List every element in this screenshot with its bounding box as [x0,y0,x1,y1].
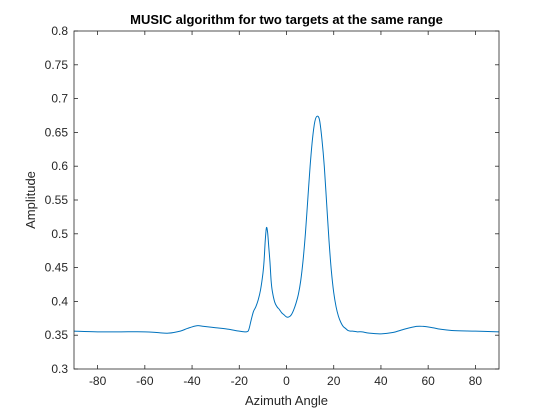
x-tick-label: -80 [89,374,107,388]
y-tick-label: 0.6 [51,159,68,173]
x-axis-label: Azimuth Angle [245,393,328,408]
series-group [73,115,500,335]
y-tick-label: 0.7 [51,92,68,106]
x-tick-label: -40 [183,374,201,388]
series-line [73,115,500,335]
x-tick-label: 80 [469,374,483,388]
y-tick-label: 0.4 [51,294,68,308]
x-tick-label: -20 [231,374,249,388]
tick-group: -80 -60 -40 -20 0 20 40 60 80 0.3 0.35 0.4 0.45 0.5 0.… [45,24,499,388]
x-tick-label: -60 [136,374,154,388]
y-axis-label: Amplitude [23,171,38,229]
y-tick-label: 0.45 [45,261,69,275]
y-tick-label: 0.3 [51,362,68,376]
x-tick-label: 0 [283,374,290,388]
y-tick-label: 0.55 [45,193,69,207]
x-tick-label: 40 [374,374,388,388]
y-tick-label: 0.75 [45,58,69,72]
y-tick-label: 0.35 [45,328,69,342]
y-tick-label: 0.65 [45,125,69,139]
plot-frame [73,30,500,370]
x-tick-label: 60 [421,374,435,388]
y-tick-label: 0.8 [51,24,68,38]
chart-title: MUSIC algorithm for two targets at the s… [130,12,443,27]
y-tick-label: 0.5 [51,227,68,241]
x-tick-label: 20 [327,374,341,388]
plot-background [74,31,499,369]
